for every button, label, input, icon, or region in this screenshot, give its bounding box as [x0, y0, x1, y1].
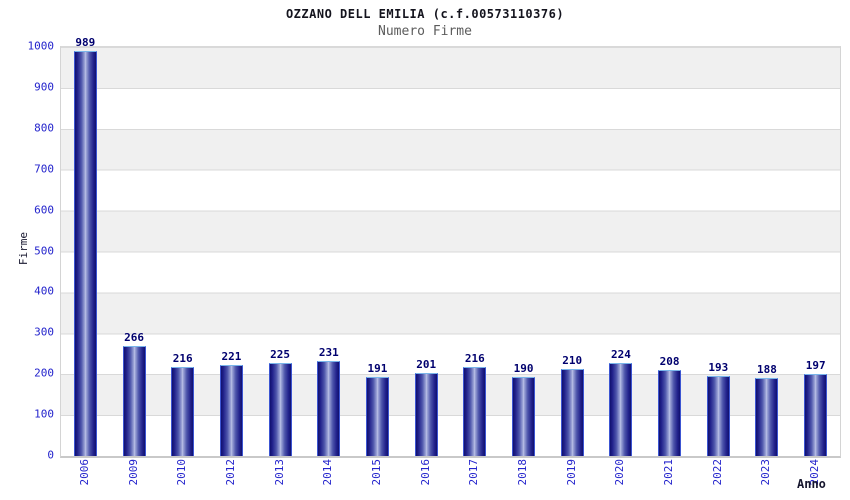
y-axis-tick: 700	[34, 162, 54, 176]
x-axis-slot: 2012	[206, 459, 255, 499]
bar-slot-2016: 201	[402, 47, 451, 456]
y-axis-tick: 800	[34, 121, 54, 135]
bar-2013	[268, 362, 292, 456]
x-axis-label: 2019	[564, 459, 578, 486]
bar-slot-2021: 208	[645, 47, 694, 456]
bar-slot-2014: 231	[304, 47, 353, 456]
bar-value-label: 188	[757, 363, 777, 377]
bar-value-label: 266	[124, 331, 144, 345]
x-axis-slot: 2023	[742, 459, 791, 499]
bar-value-label: 197	[805, 359, 826, 373]
bar-value-label: 221	[221, 349, 242, 363]
bar-2015	[365, 376, 389, 456]
bar-value-label: 224	[610, 348, 631, 362]
bar-2012	[219, 364, 243, 456]
bar-slot-2013: 225	[256, 47, 305, 456]
bar-slot-2010: 216	[158, 47, 207, 456]
bar-slot-2018: 190	[499, 47, 548, 456]
bar-value-label: 989	[75, 35, 96, 49]
x-axis-label: 2012	[223, 459, 237, 486]
x-axis-slot: 2015	[352, 459, 401, 499]
chart-subtitle: Numero Firme	[378, 24, 472, 39]
x-axis-label: 2023	[759, 459, 773, 486]
y-axis-tick: 0	[47, 448, 54, 462]
bar-2006	[73, 50, 97, 456]
x-axis-label: 2009	[126, 459, 140, 486]
y-axis-tick: 300	[34, 325, 54, 339]
bar-slot-2024: 197	[791, 47, 840, 456]
bar-slot-2019: 210	[548, 47, 597, 456]
bar-2018	[512, 377, 536, 456]
bar-value-label: 210	[562, 354, 583, 368]
x-axis-slot: 2010	[157, 459, 206, 499]
bar-2009	[122, 346, 146, 456]
bar-2020	[609, 363, 633, 456]
bar-value-label: 208	[659, 354, 680, 368]
bar-2014	[317, 360, 341, 456]
plot-area: 989 266 216 221 225 231 191 201 216 190 210 224 208 1…	[60, 36, 841, 458]
y-axis-tick: 400	[34, 284, 54, 298]
x-axis-slot: 2016	[401, 459, 450, 499]
y-axis-tick: 1000	[27, 39, 55, 53]
bar-2017	[463, 366, 487, 456]
bar-slot-2015: 191	[353, 47, 402, 456]
chart-title: OZZANO DELL EMILIA (c.f.00573110376)	[285, 7, 565, 21]
x-axis-labels: 2006 2009 2010 2012 2013 2014 2015 2016 2017 2018…	[60, 459, 839, 499]
x-axis-label: 2006	[77, 459, 91, 486]
bar-value-label: 201	[416, 357, 437, 371]
x-axis-label: 2010	[175, 459, 189, 486]
x-axis-slot: 2021	[644, 459, 693, 499]
bar-value-label: 190	[513, 362, 534, 376]
bar-2019	[560, 369, 584, 456]
bar-value-label: 231	[318, 345, 339, 359]
bar-slot-2012: 221	[207, 47, 256, 456]
x-axis-slot: 2009	[109, 459, 158, 499]
bar-2022	[706, 376, 730, 456]
x-axis-label: 2017	[467, 459, 481, 486]
x-axis-label: 2020	[613, 459, 627, 486]
x-axis-label: 2013	[272, 459, 286, 486]
bar-slot-2006: 989	[61, 36, 110, 456]
bar-slot-2020: 224	[597, 47, 646, 456]
bar-2016	[414, 372, 438, 456]
x-axis-label: 2022	[710, 459, 724, 486]
bar-2021	[658, 369, 682, 456]
bar-slot-2023: 188	[743, 47, 792, 456]
bar-value-label: 225	[270, 347, 291, 361]
x-axis-slot: 2014	[303, 459, 352, 499]
x-axis-slot: 2018	[498, 459, 547, 499]
x-axis-slot: 2022	[693, 459, 742, 499]
bar-slot-2017: 216	[451, 47, 500, 456]
bar-2010	[171, 366, 195, 456]
x-axis-label: 2016	[418, 459, 432, 486]
x-axis-slot: 2020	[596, 459, 645, 499]
bar-value-label: 193	[708, 361, 729, 375]
x-axis-slot: 2013	[255, 459, 304, 499]
x-axis-label: 2018	[516, 459, 530, 486]
y-axis-tick: 500	[34, 244, 54, 257]
x-axis-slot: 2006	[60, 459, 109, 499]
y-axis-tick: 100	[34, 407, 54, 421]
bar-slot-2009: 266	[110, 47, 159, 456]
x-axis-label: 2021	[662, 459, 676, 486]
bar-2023	[755, 378, 779, 456]
x-axis-slot: 2019	[547, 459, 596, 499]
y-axis-tick: 200	[34, 366, 54, 380]
x-axis-slot: 2017	[450, 459, 499, 499]
y-axis-tick: 600	[34, 203, 54, 217]
x-axis-title: Anno	[797, 477, 826, 491]
bar-slot-2022: 193	[694, 47, 743, 456]
bar-value-label: 216	[172, 351, 193, 365]
x-axis-label: 2014	[321, 459, 335, 486]
bar-value-label: 191	[367, 361, 388, 375]
x-axis-label: 2015	[369, 459, 383, 486]
bar-value-label: 216	[464, 351, 485, 365]
y-axis-ticks: 0 100 200 300 400 500 600 700 800 900 1000	[0, 40, 55, 462]
bar-2024	[804, 374, 828, 456]
y-axis-tick: 900	[34, 80, 54, 94]
